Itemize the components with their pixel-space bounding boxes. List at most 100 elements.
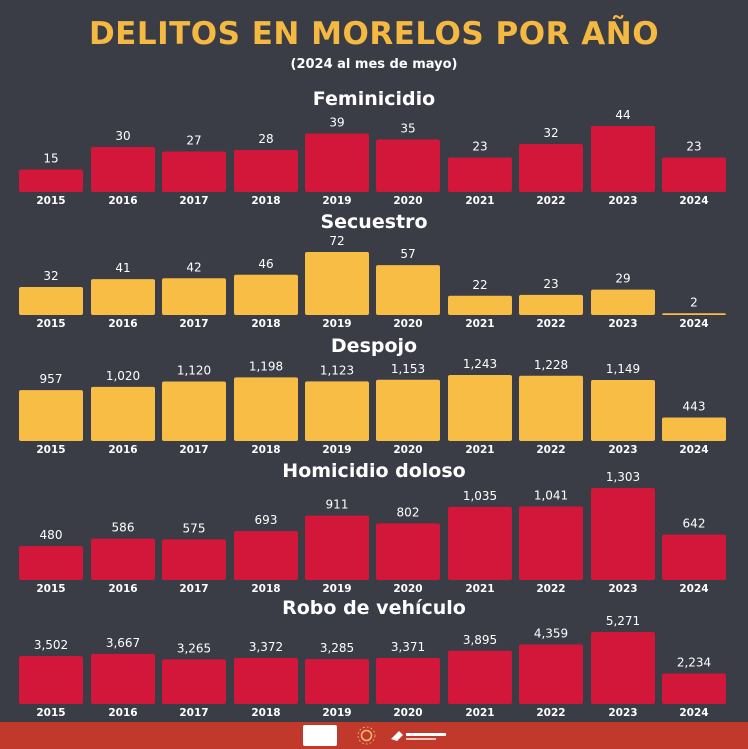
tick-label: 2022 <box>536 318 565 330</box>
data-label: 1,243 <box>463 357 497 371</box>
tick-label: 2024 <box>679 444 708 456</box>
data-label: 28 <box>258 132 273 146</box>
tick-label: 2023 <box>608 707 637 719</box>
chart-panel: Despojo 957 2015 1,020 2016 1,120 2017 1,198 201… <box>19 335 726 456</box>
tick-label: 2020 <box>393 318 422 330</box>
bar <box>162 278 226 315</box>
tick-label: 2019 <box>322 318 351 330</box>
bar <box>91 279 155 315</box>
data-label: 3,667 <box>106 636 140 650</box>
bar <box>234 531 298 580</box>
data-label: 22 <box>472 278 487 292</box>
charts-canvas: Feminicidio 15 2015 30 2016 27 2017 28 2018 39 201… <box>19 88 726 719</box>
data-label: 2,234 <box>677 655 711 669</box>
tick-label: 2019 <box>322 195 351 207</box>
bar <box>234 150 298 192</box>
bar <box>91 538 155 580</box>
bar <box>662 157 726 192</box>
tick-label: 2020 <box>393 195 422 207</box>
bar <box>91 653 155 704</box>
tick-label: 2015 <box>36 444 65 456</box>
tick-label: 2022 <box>536 195 565 207</box>
data-label: 1,198 <box>249 359 283 373</box>
data-label: 32 <box>543 126 558 140</box>
bar <box>234 274 298 315</box>
tick-label: 2015 <box>36 707 65 719</box>
data-label: 23 <box>543 277 558 291</box>
data-label: 3,502 <box>34 638 68 652</box>
data-label: 957 <box>40 372 63 386</box>
data-label: 3,895 <box>463 633 497 647</box>
tick-label: 2020 <box>393 707 422 719</box>
data-label: 1,035 <box>463 489 497 503</box>
data-label: 1,020 <box>106 369 140 383</box>
tick-label: 2017 <box>179 583 208 595</box>
tick-label: 2017 <box>179 444 208 456</box>
data-label: 443 <box>683 399 706 413</box>
bar <box>19 656 83 704</box>
bar <box>448 506 512 580</box>
bar <box>91 386 155 441</box>
tick-label: 2017 <box>179 195 208 207</box>
bar <box>662 313 726 315</box>
tick-label: 2018 <box>251 707 280 719</box>
chart-title: Robo de vehículo <box>282 597 466 619</box>
tick-label: 2022 <box>536 444 565 456</box>
bar <box>162 659 226 704</box>
chart-panel: Secuestro 32 2015 41 2016 42 2017 46 2018 72 2019 5… <box>19 211 726 330</box>
bar <box>662 534 726 580</box>
bar <box>19 287 83 315</box>
data-label: 27 <box>186 134 201 148</box>
bar <box>448 157 512 192</box>
bar <box>19 169 83 192</box>
data-label: 2 <box>690 295 698 309</box>
tick-label: 2018 <box>251 444 280 456</box>
tick-label: 2021 <box>465 444 494 456</box>
data-label: 23 <box>686 140 701 154</box>
tick-label: 2017 <box>179 707 208 719</box>
bar <box>162 151 226 192</box>
tick-label: 2016 <box>108 444 137 456</box>
tick-label: 2017 <box>179 318 208 330</box>
chart-title: Feminicidio <box>313 88 435 110</box>
tick-label: 2024 <box>679 707 708 719</box>
data-label: 42 <box>186 260 201 274</box>
tick-label: 2019 <box>322 583 351 595</box>
tick-label: 2016 <box>108 318 137 330</box>
tick-label: 2024 <box>679 583 708 595</box>
bar <box>162 381 226 441</box>
tick-label: 2021 <box>465 318 494 330</box>
data-label: 1,041 <box>534 488 568 502</box>
tick-label: 2024 <box>679 318 708 330</box>
data-label: 1,228 <box>534 358 568 372</box>
tick-label: 2018 <box>251 195 280 207</box>
data-label: 46 <box>258 257 273 271</box>
chart-title: Despojo <box>331 335 417 357</box>
bar <box>591 632 655 704</box>
bar <box>448 375 512 441</box>
tick-label: 2019 <box>322 444 351 456</box>
bar <box>519 144 583 192</box>
bar <box>591 126 655 192</box>
bar <box>305 659 369 704</box>
bar <box>448 650 512 704</box>
bar <box>519 375 583 441</box>
data-label: 642 <box>683 517 706 531</box>
bar <box>376 379 440 441</box>
tick-label: 2023 <box>608 195 637 207</box>
chart-panel: Feminicidio 15 2015 30 2016 27 2017 28 2018 39 201… <box>19 88 726 207</box>
tick-label: 2016 <box>108 707 137 719</box>
tick-label: 2023 <box>608 318 637 330</box>
mexico-sos-logo <box>303 725 337 746</box>
bar <box>376 265 440 315</box>
chart-panel: Robo de vehículo 3,502 2015 3,667 2016 3,265 2… <box>19 597 726 719</box>
footer-bar <box>0 722 748 749</box>
data-label: 3,371 <box>391 640 425 654</box>
tick-label: 2023 <box>608 444 637 456</box>
data-label: 44 <box>615 108 630 122</box>
chart-title: Secuestro <box>320 211 427 233</box>
bar <box>305 515 369 580</box>
data-label: 4,359 <box>534 626 568 640</box>
data-label: 1,120 <box>177 364 211 378</box>
bar <box>519 644 583 704</box>
